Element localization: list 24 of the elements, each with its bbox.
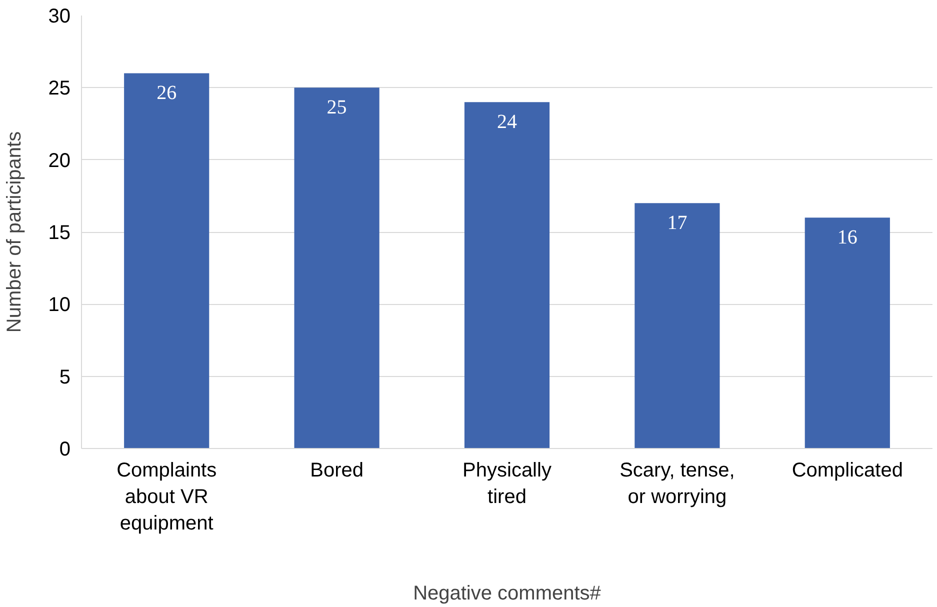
data-label: 16: [837, 226, 858, 249]
bar: [124, 73, 210, 448]
data-label: 17: [667, 212, 688, 234]
data-label: 24: [497, 111, 517, 134]
data-label: 26: [156, 82, 177, 104]
x-tick-label: Complaints about VR equipment: [116, 460, 217, 534]
bar: [294, 88, 380, 448]
bar: [634, 203, 720, 448]
y-tick-label: 20: [48, 150, 71, 172]
y-axis-title: Number of participants: [3, 131, 26, 333]
y-tick-label: 30: [48, 6, 71, 28]
bar: [464, 102, 550, 448]
y-tick-label: 25: [48, 78, 71, 100]
x-axis-title: Negative comments#: [413, 582, 602, 604]
data-label: 25: [326, 96, 347, 119]
y-tick-label: 5: [59, 366, 70, 388]
x-tick-label: Bored: [310, 460, 364, 482]
x-tick-label: Complicated: [792, 460, 903, 482]
x-tick-label: Scary, tense, or worrying: [620, 460, 735, 508]
y-tick-label: 15: [48, 222, 71, 244]
bar: [804, 218, 890, 448]
y-tick-label: 0: [59, 438, 70, 460]
x-tick-label: Physically tired: [462, 460, 552, 508]
y-tick-label: 10: [48, 294, 71, 316]
